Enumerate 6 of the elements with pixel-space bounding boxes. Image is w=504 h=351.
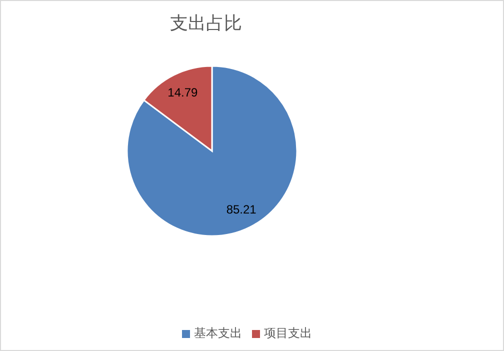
data-label: 85.21 [226,202,257,217]
data-label: 14.79 [168,85,198,100]
chart-title: 支出占比 [169,12,243,35]
pie-slice [126,65,298,237]
legend-label: 项目支出 [264,326,312,340]
legend-label: 基本支出 [194,326,242,340]
